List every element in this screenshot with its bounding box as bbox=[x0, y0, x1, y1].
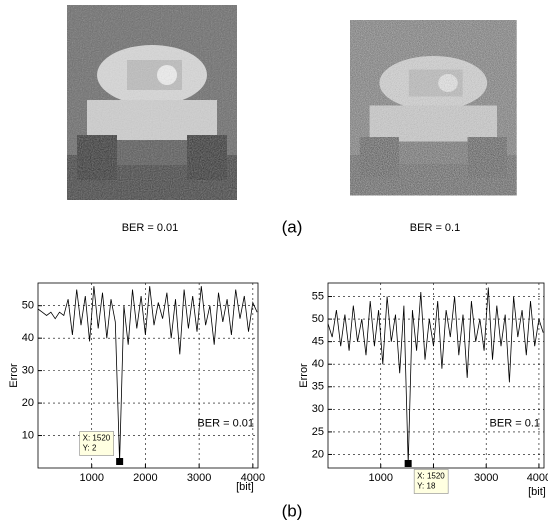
y-tick-label: 20 bbox=[22, 397, 34, 409]
datatip-box bbox=[413, 469, 449, 494]
y-tick-label: 40 bbox=[22, 332, 34, 344]
datatip-marker bbox=[116, 458, 124, 466]
x-axis-label: [bit] bbox=[236, 481, 254, 493]
y-axis-label: Error bbox=[8, 363, 20, 388]
x-tick-label: 4000 bbox=[527, 472, 548, 484]
y-tick-label: 50 bbox=[22, 300, 34, 312]
y-tick-label: 25 bbox=[312, 426, 324, 438]
annotation: BER = 0.01 bbox=[197, 418, 254, 430]
x-tick-label: 2000 bbox=[133, 472, 157, 484]
image-ber-001 bbox=[67, 5, 237, 200]
x-tick-label: 1000 bbox=[368, 472, 392, 484]
datatip-marker bbox=[404, 459, 412, 467]
y-tick-label: 30 bbox=[22, 365, 34, 377]
image-ber-01 bbox=[350, 20, 517, 196]
datatip-y: Y: 18 bbox=[417, 482, 436, 491]
datatip-x: X: 1520 bbox=[417, 472, 445, 481]
x-axis-label: [bit] bbox=[528, 486, 546, 498]
datatip-x: X: 1520 bbox=[83, 434, 111, 443]
plot-frame bbox=[327, 282, 545, 469]
panel-label: (a) bbox=[282, 217, 303, 236]
image-caption: BER = 0.1 bbox=[410, 222, 460, 234]
y-tick-label: 35 bbox=[312, 381, 324, 393]
y-tick-label: 50 bbox=[312, 313, 324, 325]
plot-frame bbox=[37, 282, 259, 469]
y-tick-label: 20 bbox=[312, 448, 324, 460]
y-tick-label: 10 bbox=[22, 429, 34, 441]
x-tick-label: 4000 bbox=[241, 472, 265, 484]
x-tick-label: 1000 bbox=[79, 472, 103, 484]
x-tick-label: 3000 bbox=[474, 472, 498, 484]
image-caption: BER = 0.01 bbox=[122, 222, 179, 234]
data-line bbox=[327, 287, 544, 464]
x-tick-label: 3000 bbox=[187, 472, 211, 484]
y-tick-label: 30 bbox=[312, 403, 324, 415]
y-axis-label: Error bbox=[298, 363, 310, 388]
y-tick-label: 40 bbox=[312, 358, 324, 370]
annotation: BER = 0.1 bbox=[490, 418, 540, 430]
y-tick-label: 55 bbox=[312, 290, 324, 302]
panel-label: (b) bbox=[282, 501, 303, 520]
y-tick-label: 45 bbox=[312, 336, 324, 348]
data-line bbox=[37, 286, 258, 462]
datatip-box bbox=[79, 431, 114, 456]
plot-area bbox=[328, 283, 544, 468]
datatip-y: Y: 2 bbox=[83, 444, 97, 453]
